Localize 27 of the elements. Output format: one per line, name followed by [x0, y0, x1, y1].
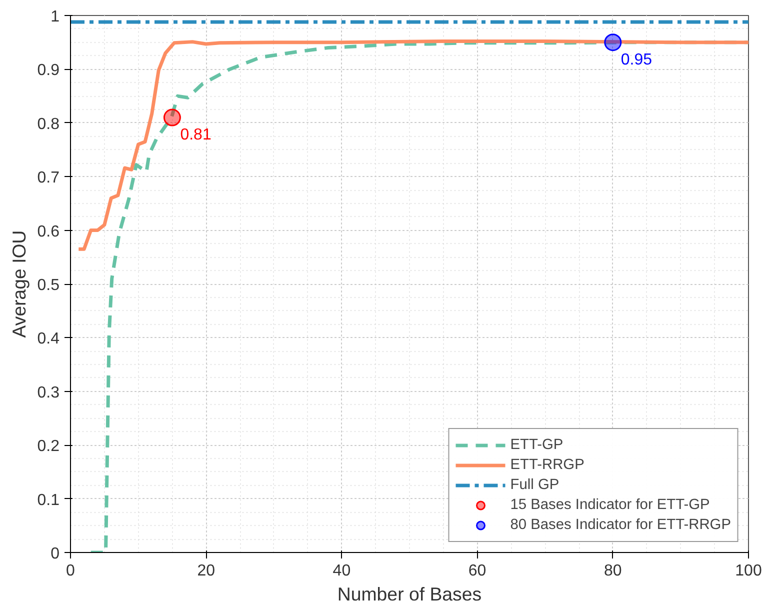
- y-tick-label: 1: [50, 8, 60, 26]
- legend-label: Full GP: [510, 477, 560, 493]
- data-label: 0.81: [180, 126, 212, 144]
- y-tick-label: 0.4: [37, 330, 60, 348]
- line-series: [76, 40, 748, 251]
- y-axis-title: Average IOU: [8, 230, 30, 338]
- x-tick-label: 20: [197, 562, 216, 580]
- y-tick-label: 0.5: [37, 277, 60, 294]
- legend-label: ETT-GP: [510, 437, 564, 453]
- x-tick-label: 100: [735, 562, 762, 580]
- y-tick-label: 0.7: [37, 170, 60, 187]
- y-tick-label: 0.2: [37, 438, 60, 456]
- y-tick-label: 0.6: [37, 223, 60, 240]
- legend-label: 80 Bases Indicator for ETT-RRGP: [510, 517, 731, 533]
- legend-label: 15 Bases Indicator for ETT-GP: [510, 497, 710, 513]
- y-tick-label: 0: [50, 546, 60, 562]
- x-tick-label: 0: [66, 562, 76, 580]
- y-tick-label: 0.1: [37, 492, 60, 509]
- y-tick-label: 0.9: [37, 62, 60, 80]
- x-tick-label: 60: [468, 562, 486, 580]
- x-axis-title: Number of Bases: [337, 584, 482, 604]
- x-tick-label: 40: [332, 562, 351, 580]
- y-tick-label: 0.8: [37, 116, 60, 133]
- data-label: 0.95: [620, 51, 652, 68]
- legend-label: ETT-RRGP: [510, 457, 584, 473]
- y-tick-label: 0.3: [37, 384, 60, 402]
- x-tick-label: 80: [604, 562, 622, 580]
